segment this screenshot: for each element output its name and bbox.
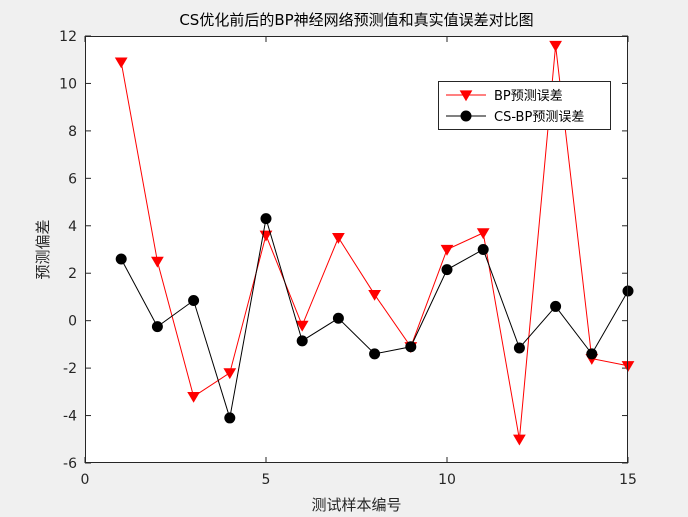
- data-point: [477, 244, 489, 255]
- data-point: [188, 295, 200, 307]
- data-point: [476, 228, 490, 240]
- y-tick-label: -2: [63, 361, 77, 377]
- data-point: [550, 300, 562, 312]
- legend-box: [438, 81, 611, 130]
- y-tick-label: 0: [68, 314, 77, 330]
- y-tick-label: 4: [68, 219, 77, 235]
- data-point: [441, 264, 453, 276]
- data-point: [513, 342, 525, 354]
- data-point: [114, 57, 128, 69]
- x-tick-label: 15: [619, 472, 637, 488]
- data-point: [187, 391, 200, 403]
- y-tick-label: 12: [59, 29, 77, 45]
- legend-marker: [459, 90, 473, 102]
- y-tick-label: 8: [68, 124, 77, 140]
- data-point: [115, 253, 127, 265]
- x-tick-label: 10: [438, 472, 456, 488]
- x-tick-label: 5: [262, 472, 271, 488]
- y-tick-label: 2: [68, 266, 77, 282]
- y-axis-label: 预测偏差: [34, 219, 52, 279]
- y-tick-label: 6: [68, 171, 77, 187]
- data-point: [224, 412, 236, 424]
- legend: BP预测误差 CS-BP预测误差: [438, 81, 611, 130]
- data-point: [368, 289, 381, 301]
- data-point: [332, 233, 345, 244]
- data-point: [549, 40, 562, 52]
- y-tick-label: -6: [63, 456, 77, 472]
- data-point: [260, 213, 272, 225]
- legend-marker: [460, 110, 472, 122]
- data-point: [405, 341, 417, 353]
- data-point: [295, 320, 309, 332]
- data-point: [440, 244, 454, 256]
- legend-label: BP预测误差: [494, 89, 563, 104]
- plot-border: [85, 36, 628, 463]
- chart-title: CS优化前后的BP神经网络预测值和真实值误差对比图: [179, 11, 533, 29]
- data-point: [151, 321, 163, 333]
- legend-item: BP预测误差: [446, 89, 563, 104]
- data-point: [296, 335, 308, 347]
- data-point: [513, 434, 526, 446]
- data-point: [369, 348, 381, 360]
- data-point: [151, 256, 164, 268]
- series-1: [114, 40, 635, 446]
- legend-item: CS-BP预测误差: [446, 110, 584, 125]
- data-point: [586, 348, 598, 360]
- y-tick-label: -4: [63, 409, 77, 425]
- legend-label: CS-BP预测误差: [494, 110, 584, 125]
- x-tick-label: 0: [81, 472, 90, 488]
- y-tick-label: 10: [59, 76, 77, 92]
- data-point: [223, 368, 237, 380]
- data-point: [332, 312, 344, 324]
- x-axis-label: 测试样本编号: [311, 496, 401, 514]
